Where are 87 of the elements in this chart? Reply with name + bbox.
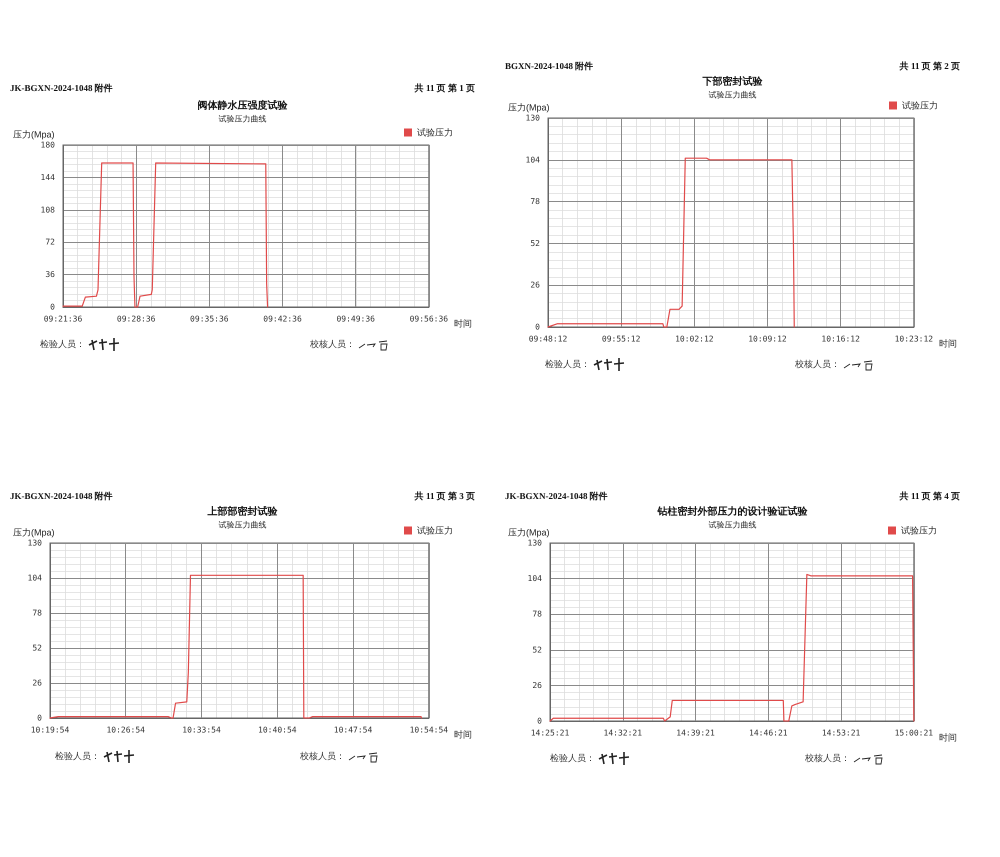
x-tick-label: 10:23:12: [894, 334, 934, 344]
text: 共 11 页 第 1 页: [414, 82, 475, 95]
text: 校核人员：: [310, 338, 355, 350]
x-axis-title: 时间: [939, 338, 957, 348]
text: 检验人员：: [545, 358, 590, 370]
line-series: [547, 158, 795, 328]
x-tick-label: 09:35:36: [190, 314, 229, 324]
y-tick-label: 78: [32, 608, 42, 618]
text: JK-BGXN-2024-1048 附件: [10, 490, 113, 503]
chart-title: 阀体静水压强度试验: [198, 100, 288, 112]
y-tick-label: 26: [32, 678, 42, 688]
x-tick-label: 10:09:12: [748, 334, 787, 344]
x-tick-label: 14:32:21: [604, 728, 642, 738]
y-tick-label: 26: [532, 680, 542, 690]
text: 检验人员：: [55, 750, 100, 762]
x-tick-label: 10:02:12: [675, 334, 714, 344]
legend-label: 试验压力: [901, 526, 937, 536]
y-tick-label: 52: [532, 645, 542, 654]
text: 检验人员：: [40, 338, 85, 350]
chart-title: 上部部密封试验: [206, 506, 278, 518]
y-tick-label: 104: [528, 574, 542, 584]
y-tick-label: 104: [526, 155, 540, 164]
text: 校核人员：: [805, 752, 850, 764]
y-axis-title: 压力(Mpa): [508, 102, 550, 112]
x-tick-label: 15:00:21: [894, 728, 934, 738]
x-tick-label: 09:49:36: [336, 314, 376, 324]
y-tick-label: 108: [40, 205, 56, 214]
x-tick-label: 10:40:54: [258, 726, 297, 734]
y-tick-label: 52: [530, 238, 540, 248]
x-tick-label: 10:26:54: [106, 726, 146, 734]
y-tick-label: 180: [40, 140, 56, 150]
x-tick-label: 10:16:12: [821, 334, 860, 344]
chart-subtitle: 试验压力曲线: [708, 520, 756, 530]
x-tick-label: 14:46:21: [749, 728, 788, 738]
x-tick-label: 09:42:36: [263, 314, 302, 324]
text: 共 11 页 第 4 页: [900, 490, 960, 503]
x-tick-label: 09:28:36: [116, 314, 156, 324]
text: 校核人员：: [300, 750, 345, 762]
y-tick-label: 130: [528, 538, 542, 548]
chart-title: 钻柱密封外部压力的设计验证试验: [656, 506, 808, 518]
y-tick-label: 0: [37, 714, 42, 722]
x-tick-label: 10:47:54: [334, 726, 372, 734]
line-series: [62, 162, 268, 308]
chart-subtitle: 试验压力曲线: [708, 90, 756, 100]
x-tick-label: 09:21:36: [44, 314, 82, 324]
text: 共 11 页 第 2 页: [900, 60, 960, 73]
x-tick-label: 10:19:54: [30, 726, 70, 734]
y-tick-label: 0: [535, 322, 540, 332]
x-axis-title: 时间: [454, 318, 472, 328]
y-axis-title: 压力(Mpa): [13, 528, 55, 538]
x-tick-label: 09:55:12: [602, 334, 641, 344]
y-tick-label: 72: [45, 238, 56, 247]
y-tick-label: 130: [526, 114, 540, 122]
chart-subtitle: 试验压力曲线: [218, 520, 266, 530]
legend-label: 试验压力: [417, 526, 453, 536]
y-tick-label: 104: [28, 574, 42, 582]
text: 校核人员：: [795, 358, 840, 370]
y-tick-label: 130: [28, 538, 42, 548]
x-tick-label: 14:39:21: [676, 728, 715, 738]
y-axis-title: 压力(Mpa): [13, 130, 55, 140]
legend-label: 试验压力: [417, 128, 453, 138]
text: 共 11 页 第 3 页: [414, 490, 475, 503]
chart-subtitle: 试验压力曲线: [218, 114, 266, 124]
line-series: [49, 574, 422, 719]
y-tick-label: 52: [32, 644, 42, 652]
y-tick-label: 0: [50, 302, 56, 312]
y-tick-label: 78: [532, 610, 542, 619]
text: JK-BGXN-2024-1048 附件: [505, 490, 608, 503]
x-tick-label: 09:48:12: [528, 334, 568, 344]
x-axis-title: 时间: [939, 732, 957, 742]
text: JK-BGXN-2024-1048 附件: [10, 82, 113, 95]
x-axis-title: 时间: [454, 730, 472, 740]
x-tick-label: 09:56:36: [410, 314, 448, 324]
y-tick-label: 26: [530, 280, 540, 290]
y-tick-label: 78: [530, 197, 540, 206]
text: BGXN-2024-1048 附件: [505, 60, 594, 73]
y-tick-label: 0: [537, 716, 542, 726]
x-tick-label: 14:25:21: [530, 728, 570, 738]
x-tick-label: 10:54:54: [410, 726, 448, 734]
chart-title: 下部密封试验: [702, 76, 764, 88]
y-tick-label: 144: [40, 172, 56, 182]
legend-label: 试验压力: [902, 100, 938, 110]
x-tick-label: 10:33:54: [182, 726, 221, 734]
y-axis-title: 压力(Mpa): [508, 528, 550, 538]
text: 检验人员：: [550, 752, 595, 764]
y-tick-label: 36: [45, 270, 56, 280]
x-tick-label: 14:53:21: [822, 728, 861, 738]
